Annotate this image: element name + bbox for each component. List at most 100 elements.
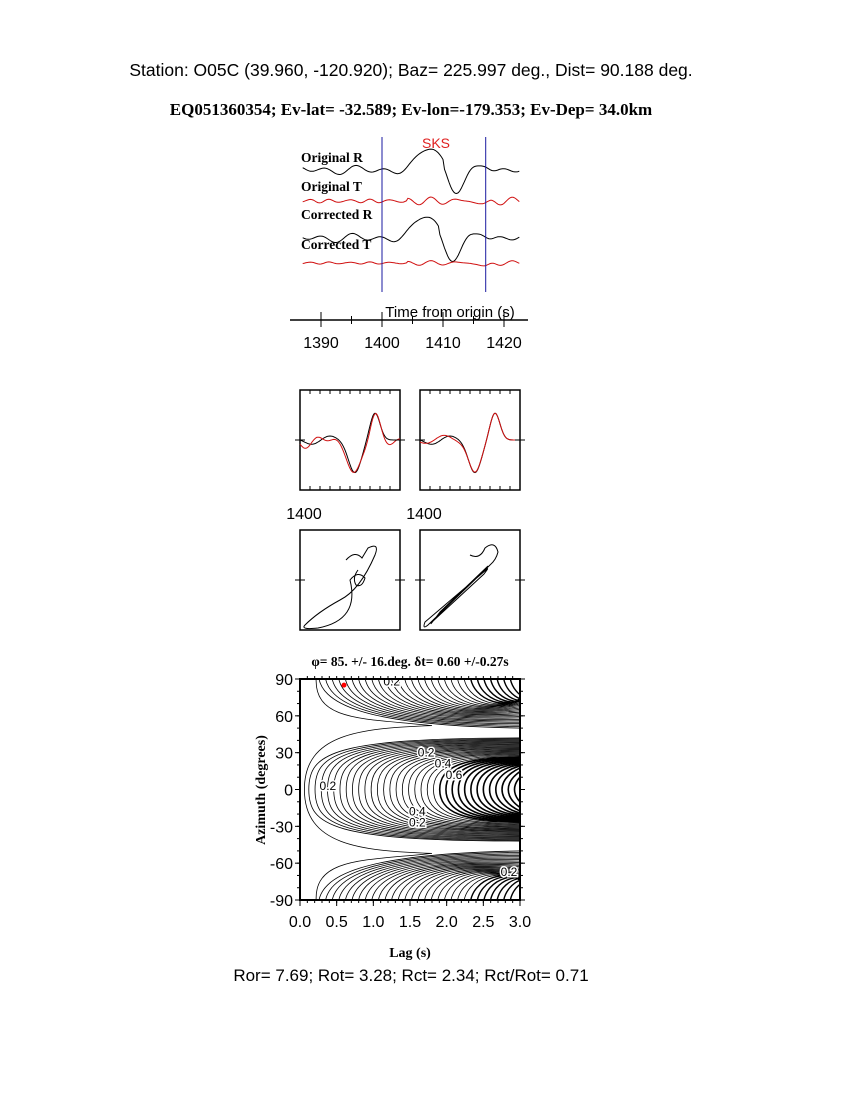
contour-line (344, 679, 520, 723)
y-tick-label: -90 (270, 893, 293, 910)
contour-line (314, 738, 520, 841)
contour-label: 0.4 (435, 757, 452, 771)
contour-line (339, 742, 520, 837)
contour-line (377, 679, 520, 717)
contour-line (364, 745, 520, 834)
ratios-footer: Ror= 7.69; Rot= 3.28; Rct= 2.34; Rct/Rot… (233, 966, 588, 985)
contour-line (420, 754, 520, 825)
contour-plot: φ= 85. +/- 16.deg. δt= 0.60 +/-0.27s Azi… (254, 654, 531, 961)
contour-line (438, 756, 520, 823)
seismogram-panel: Original R Original T Corrected R Correc… (290, 135, 528, 352)
waveform-original-slow (299, 412, 400, 473)
contour-line (395, 750, 520, 829)
contour-line (318, 850, 520, 900)
contour-line (470, 875, 520, 900)
trace-label-original-r: Original R (301, 150, 363, 165)
y-tick-label: 30 (275, 746, 293, 763)
contour-line (397, 866, 520, 900)
contour-line (377, 862, 520, 900)
x-tick-label: 1.5 (399, 914, 421, 931)
y-tick-label: 60 (275, 709, 293, 726)
trace-original-t (302, 196, 520, 206)
trace-label-corrected-r: Corrected R (301, 207, 373, 222)
contour-line (404, 679, 520, 712)
contour-line (444, 679, 520, 707)
contour-line (391, 865, 520, 900)
contour-line (451, 758, 520, 821)
contour-line (384, 863, 520, 900)
contour-line (444, 872, 520, 900)
y-tick-label: 0 (284, 783, 293, 800)
contour-label: 0.2 (383, 674, 400, 688)
contour-line (476, 679, 520, 704)
contour-label: 0.2 (320, 779, 337, 793)
contour-line (304, 679, 433, 790)
contour-line (331, 679, 520, 726)
contour-line (358, 744, 520, 835)
contour-lines: 0.20.40.60.20.40.20.20.2 (304, 674, 520, 900)
contour-line (424, 679, 520, 710)
contour-line (404, 867, 520, 900)
contour-line (463, 760, 520, 819)
y-tick-label: -30 (270, 819, 293, 836)
x-tick-label: 2.0 (436, 914, 458, 931)
contour-line (507, 770, 520, 809)
contour-line (494, 765, 520, 814)
contour-line (483, 876, 520, 900)
contour-line (327, 740, 520, 839)
contour-line (345, 743, 520, 836)
waveform-original-fast (299, 412, 400, 474)
trace-original-r (302, 148, 520, 195)
contour-line (424, 869, 520, 900)
waveform-tick-label: 1400 (406, 506, 442, 523)
station-title: Station: O05C (39.960, -120.920); Baz= 2… (129, 60, 692, 80)
contour-line (414, 753, 520, 826)
x-tick-label: 3.0 (509, 914, 531, 931)
contour-line (320, 739, 520, 840)
contour-line (364, 679, 520, 719)
contour-line (397, 679, 520, 713)
contour-line (437, 871, 520, 900)
contour-line (370, 746, 520, 833)
time-axis-label: Time from origin (s) (385, 304, 514, 321)
x-tick-label: 0.5 (326, 914, 348, 931)
contour-line (351, 679, 520, 722)
contour-label: 0.2 (418, 746, 435, 760)
contour-line (490, 679, 520, 702)
contour-line (476, 875, 520, 900)
contour-line (470, 761, 520, 818)
time-tick-label: 1390 (303, 335, 339, 352)
trace-corrected-r (302, 216, 520, 263)
contour-line (325, 852, 520, 900)
contour-label: 0.4 (409, 805, 426, 819)
contour-line (483, 679, 520, 703)
contour-line (333, 741, 520, 838)
contour-line (389, 749, 520, 830)
contour-line (376, 747, 520, 832)
time-tick-label: 1410 (425, 335, 461, 352)
contour-line (411, 679, 520, 711)
x-tick-label: 2.5 (472, 914, 494, 931)
contour-line (352, 744, 520, 835)
contour-line (417, 869, 520, 900)
x-tick-label: 0.0 (289, 914, 311, 931)
waveform-corrected-slow (419, 412, 520, 473)
y-axis-label: Azimuth (degrees) (254, 735, 269, 845)
waveform-tick-label: 1400 (286, 506, 322, 523)
contour-line (364, 860, 520, 900)
trace-corrected-t (302, 260, 520, 267)
contour-line (318, 679, 520, 729)
contour-line (358, 859, 520, 900)
contour-line (308, 737, 520, 842)
contour-line (401, 751, 520, 828)
contour-line (304, 789, 433, 900)
event-title: EQ051360354; Ev-lat= -32.589; Ev-lon=-17… (170, 100, 652, 119)
particle-motion-corrected (423, 544, 499, 628)
contour-line (417, 679, 520, 710)
contour-line (430, 679, 520, 709)
contour-line (391, 679, 520, 714)
contour-line (430, 870, 520, 900)
contour-line (344, 856, 520, 900)
contour-line (457, 759, 520, 820)
